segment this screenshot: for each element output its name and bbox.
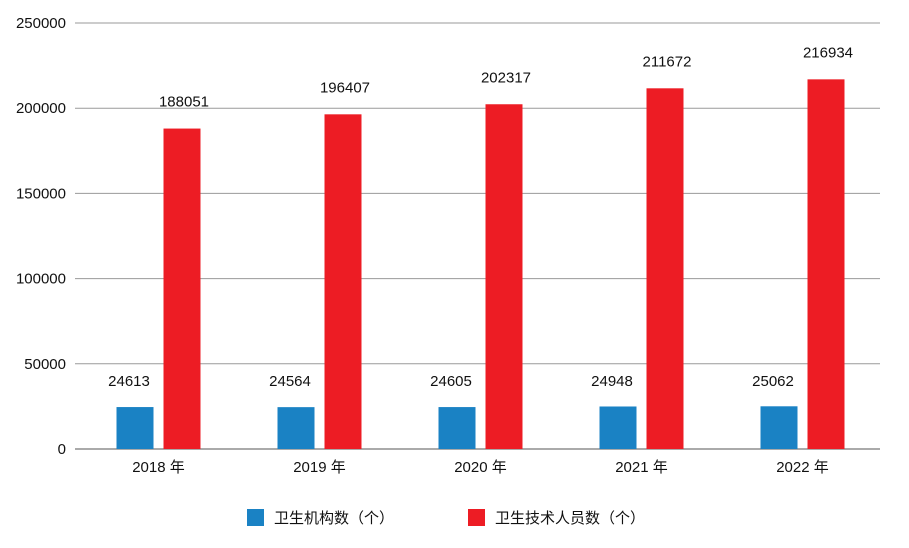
bar-staff: [485, 104, 523, 449]
grid-lines: [75, 22, 880, 450]
data-label: 196407: [320, 79, 370, 96]
y-axis-ticks: 0 50000 100000 150000 200000 250000: [16, 15, 66, 458]
x-tick-label: 2019 年: [293, 459, 346, 476]
x-tick-label: 2018 年: [132, 459, 185, 476]
bar-staff: [324, 114, 362, 449]
bars: [116, 79, 845, 449]
data-label: 24605: [430, 373, 472, 390]
bar-staff: [807, 79, 845, 449]
data-label: 202317: [481, 69, 531, 86]
y-tick-label: 250000: [16, 15, 66, 32]
y-tick-label: 100000: [16, 271, 66, 288]
data-label: 24564: [269, 373, 311, 390]
legend-label: 卫生机构数（个）: [274, 509, 394, 527]
y-tick-label: 0: [58, 441, 66, 458]
bar-staff: [646, 88, 684, 449]
bar-institutions: [438, 407, 476, 449]
legend-swatch: [247, 509, 264, 526]
bar-institutions: [277, 407, 315, 449]
data-label: 188051: [159, 94, 209, 111]
x-tick-label: 2021 年: [615, 459, 668, 476]
x-tick-label: 2022 年: [776, 459, 829, 476]
data-label: 25062: [752, 373, 794, 390]
data-labels: 24613 188051 24564 196407 24605 202317 24948 21…: [108, 44, 853, 389]
legend-swatch: [468, 509, 485, 526]
data-label: 211672: [643, 53, 692, 70]
y-tick-label: 50000: [24, 356, 66, 373]
data-label: 24948: [591, 373, 633, 390]
y-tick-label: 150000: [16, 185, 66, 202]
bar-institutions: [599, 406, 637, 449]
x-axis-ticks: 2018 年 2019 年 2020 年 2021 年 2022 年: [132, 459, 829, 476]
data-label: 216934: [803, 44, 853, 61]
x-tick-label: 2020 年: [454, 459, 507, 476]
bar-institutions: [116, 407, 154, 449]
y-tick-label: 200000: [16, 100, 66, 117]
bar-institutions: [760, 406, 798, 449]
data-label: 24613: [108, 373, 150, 390]
bar-staff: [163, 128, 201, 449]
legend: 卫生机构数（个） 卫生技术人员数（个）: [247, 509, 645, 527]
legend-label: 卫生技术人员数（个）: [495, 509, 645, 527]
